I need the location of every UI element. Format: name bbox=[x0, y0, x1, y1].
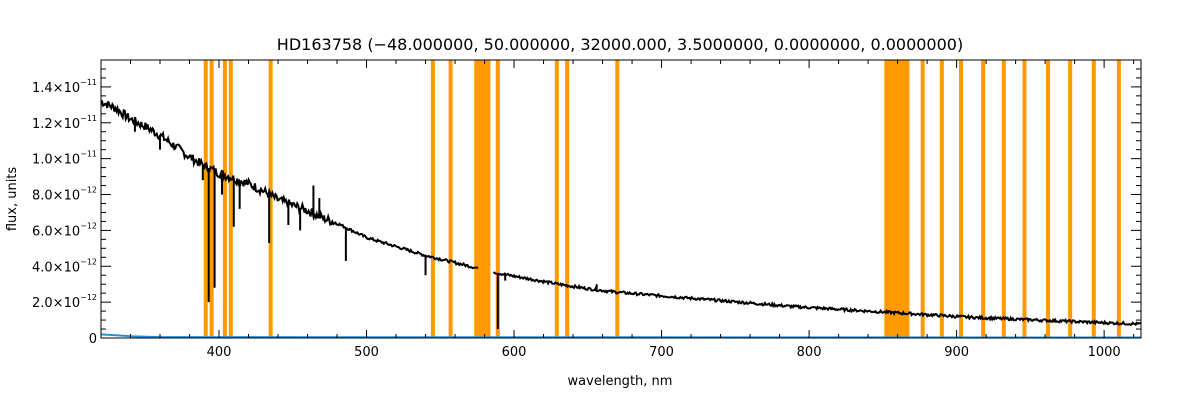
masked-line bbox=[1116, 60, 1121, 338]
masked-line bbox=[448, 60, 453, 338]
masked-line bbox=[1091, 60, 1096, 338]
y-tick-label: 1.4×10−11 bbox=[32, 78, 97, 96]
masked-line bbox=[1001, 60, 1006, 338]
error-series-line bbox=[100, 333, 1142, 339]
masked-line bbox=[1046, 60, 1051, 338]
y-tick-label: 1.0×10−11 bbox=[32, 150, 97, 168]
x-tick-label: 900 bbox=[944, 345, 969, 360]
masked-line bbox=[1022, 60, 1027, 338]
x-axis-ticks: 400 500 600 700 800 900 1000 bbox=[100, 60, 1135, 360]
masked-regions bbox=[203, 60, 1121, 338]
x-tick-label: 600 bbox=[502, 345, 527, 360]
x-tick-label: 1000 bbox=[1088, 345, 1121, 360]
masked-line bbox=[209, 60, 214, 338]
masked-line bbox=[554, 60, 559, 338]
y-tick-label: 8.0×10−12 bbox=[32, 186, 97, 204]
masked-line bbox=[565, 60, 570, 338]
y-axis-ticks: 0 2.0×10−12 4.0×10−12 6.0×10−12 8.0×10−12 1.0… bbox=[32, 59, 1141, 347]
masked-line bbox=[959, 60, 964, 338]
masked-line bbox=[268, 60, 273, 338]
y-tick-label: 6.0×10−12 bbox=[32, 221, 97, 239]
x-tick-label: 800 bbox=[797, 345, 822, 360]
masked-line bbox=[222, 60, 227, 338]
masked-band bbox=[884, 60, 910, 338]
y-axis-title: flux, units bbox=[5, 167, 20, 232]
chart-title: HD163758 (−48.000000, 50.000000, 32000.0… bbox=[277, 35, 963, 54]
masked-line bbox=[615, 60, 620, 338]
masked-line bbox=[939, 60, 944, 338]
masked-line bbox=[1068, 60, 1073, 338]
x-tick-label: 500 bbox=[354, 345, 379, 360]
x-tick-label: 700 bbox=[649, 345, 674, 360]
series-layer bbox=[100, 100, 1142, 339]
masked-line bbox=[228, 60, 233, 338]
x-axis-title: wavelength, nm bbox=[568, 374, 673, 389]
masked-line bbox=[495, 60, 500, 338]
masked-band bbox=[474, 60, 491, 338]
flux-series-line bbox=[100, 100, 1142, 327]
x-tick-label: 400 bbox=[207, 345, 232, 360]
masked-line bbox=[430, 60, 435, 338]
masked-line bbox=[981, 60, 986, 338]
masked-line bbox=[920, 60, 925, 338]
y-tick-label: 4.0×10−12 bbox=[32, 257, 97, 275]
masked-line bbox=[203, 60, 208, 338]
plot-frame bbox=[100, 59, 1142, 339]
y-tick-label: 1.2×10−11 bbox=[32, 114, 97, 132]
y-tick-label: 0 bbox=[89, 332, 97, 347]
y-tick-label: 2.0×10−12 bbox=[32, 293, 97, 311]
